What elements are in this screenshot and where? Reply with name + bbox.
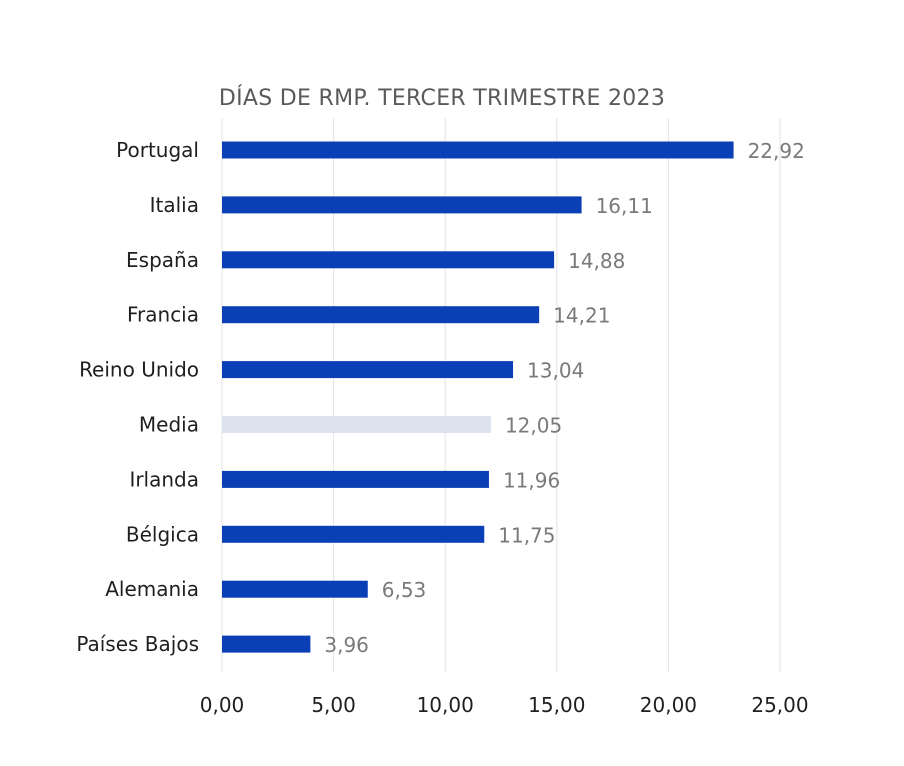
bar-3 (222, 306, 540, 324)
x-tick-label-2: 10,00 (417, 693, 474, 717)
value-label-7: 11,75 (498, 523, 555, 547)
bar-7 (222, 525, 485, 543)
value-label-9: 3,96 (324, 633, 369, 657)
x-tick-label-5: 25,00 (751, 693, 808, 717)
category-label-9: Países Bajos (76, 632, 199, 656)
value-label-6: 11,96 (503, 468, 560, 492)
category-label-5: Media (139, 413, 199, 437)
x-tick-label-3: 15,00 (528, 693, 585, 717)
value-label-1: 16,11 (596, 194, 653, 218)
category-label-0: Portugal (116, 138, 199, 162)
bar-1 (222, 196, 582, 214)
value-label-0: 22,92 (748, 139, 805, 163)
bar-2 (222, 251, 555, 269)
bar-6 (222, 470, 489, 488)
chart-title: DÍAS DE RMP. TERCER TRIMESTRE 2023 (218, 86, 666, 111)
bar-5 (222, 416, 491, 433)
x-tick-label-1: 5,00 (311, 693, 356, 717)
category-label-4: Reino Unido (79, 358, 199, 382)
category-label-7: Bélgica (126, 522, 199, 546)
x-tick-label-4: 20,00 (640, 693, 697, 717)
bar-4 (222, 361, 514, 379)
bar-8 (222, 580, 368, 598)
value-label-2: 14,88 (568, 249, 625, 273)
x-tick-label-0: 0,00 (200, 693, 245, 717)
bar-9 (222, 635, 311, 653)
category-label-3: Francia (127, 303, 199, 327)
bar-0 (222, 141, 734, 159)
value-label-5: 12,05 (505, 414, 562, 438)
category-label-6: Irlanda (129, 467, 199, 491)
category-label-2: España (126, 248, 199, 272)
category-label-8: Alemania (105, 577, 199, 601)
category-label-1: Italia (150, 193, 199, 217)
value-label-8: 6,53 (382, 578, 427, 602)
value-label-3: 14,21 (553, 304, 610, 328)
value-label-4: 13,04 (527, 359, 584, 383)
